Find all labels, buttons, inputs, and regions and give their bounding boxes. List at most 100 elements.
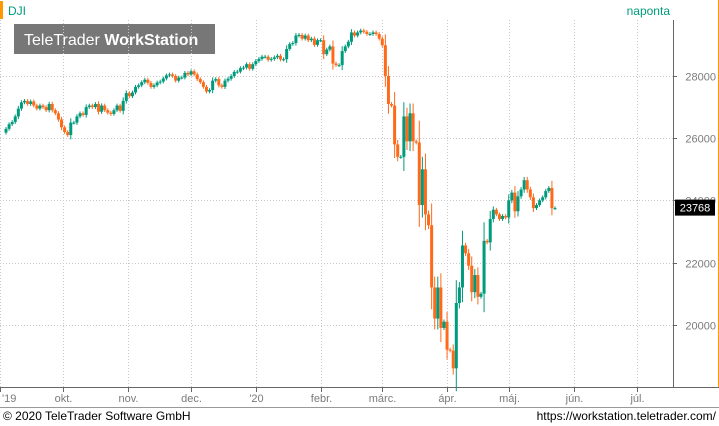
candle-body <box>177 77 181 81</box>
grid-lines <box>0 20 673 387</box>
candle-body <box>380 38 384 46</box>
candle-body <box>140 82 144 86</box>
candle-body <box>149 82 153 87</box>
candle-body <box>448 349 452 351</box>
candle-body <box>238 68 242 72</box>
candle-body <box>214 79 218 81</box>
candle-body <box>291 43 295 45</box>
candle-body <box>353 32 357 36</box>
candle-body <box>245 64 249 68</box>
candle-body <box>282 59 286 61</box>
symbol-accent-bar <box>0 1 3 19</box>
candle-body <box>414 141 418 143</box>
candle-body <box>365 31 369 34</box>
candle-body <box>553 208 557 210</box>
candle-body <box>405 116 409 142</box>
candle-body <box>161 78 165 82</box>
candle-body <box>263 56 267 58</box>
candle-body <box>390 103 394 106</box>
candle-body <box>69 122 73 136</box>
candle-body <box>183 72 187 78</box>
candle-body <box>531 197 535 209</box>
candle-body <box>343 46 347 52</box>
watermark-text-bold: WorkStation <box>104 32 198 49</box>
candle-body <box>23 100 27 103</box>
candle-body <box>19 102 23 109</box>
footer-url[interactable]: https://workstation.teletrader.com/ <box>537 409 717 423</box>
candle-body <box>121 100 125 111</box>
candle-body <box>340 51 344 66</box>
interval-label[interactable]: naponta <box>627 4 671 18</box>
candle-body <box>16 108 20 117</box>
candle-body <box>513 192 517 212</box>
candle-body <box>211 80 215 90</box>
candle-body <box>297 34 301 36</box>
candle-body <box>174 75 178 81</box>
candle-body <box>158 81 162 83</box>
candle-body <box>198 79 202 83</box>
candle-body <box>35 105 39 109</box>
candle-body <box>417 142 421 206</box>
candle-body <box>97 103 101 112</box>
candle-body <box>420 169 424 206</box>
x-tick-label: nov. <box>119 393 139 405</box>
candle-body <box>7 124 11 129</box>
candle-body <box>377 33 381 39</box>
candle-body <box>41 105 45 108</box>
candle-body <box>303 35 307 39</box>
candle-body <box>112 110 116 114</box>
candle-body <box>118 105 122 111</box>
candle-body <box>254 61 258 65</box>
candle-body <box>124 93 128 101</box>
candle-body <box>368 33 372 35</box>
candle-body <box>396 144 400 157</box>
candle-body <box>208 89 212 92</box>
candle-body <box>84 107 88 115</box>
candle-body <box>516 196 520 212</box>
candle-body <box>143 79 147 83</box>
candle-body <box>328 46 332 50</box>
candle-body <box>241 67 245 69</box>
candle-body <box>93 103 97 108</box>
candle-body <box>306 35 310 41</box>
x-tick-label: ápr. <box>438 393 456 405</box>
candle-body <box>491 209 495 220</box>
candle-body <box>402 116 406 157</box>
candle-body <box>232 71 236 76</box>
candle-body <box>115 105 119 111</box>
candle-body <box>4 128 8 133</box>
candle-body <box>337 65 341 67</box>
candle-body <box>155 82 159 86</box>
candle-body <box>66 131 70 136</box>
candle-body <box>100 105 104 112</box>
candle-body <box>442 321 446 328</box>
candle-body <box>488 219 492 243</box>
candle-body <box>60 119 64 128</box>
candle-body <box>44 107 48 111</box>
candle-body <box>519 189 523 197</box>
candle-body <box>137 85 141 87</box>
x-tick-label: febr. <box>311 393 332 405</box>
y-tick-label: 22000 <box>685 259 716 271</box>
candle-body <box>322 40 326 55</box>
candle-body <box>130 92 134 97</box>
candle-body <box>362 30 366 32</box>
candle-body <box>50 103 54 111</box>
candle-body <box>204 86 208 92</box>
candle-body <box>269 58 273 60</box>
candle-body <box>479 293 483 297</box>
candle-body <box>217 79 221 86</box>
candle-body <box>103 105 107 111</box>
candle-body <box>226 78 230 81</box>
candle-body <box>109 112 113 114</box>
candle-body <box>393 105 397 145</box>
candle-body <box>272 57 276 59</box>
candle-body <box>78 113 82 117</box>
x-tick-label: márc. <box>369 393 397 405</box>
x-tick-label: '19 <box>2 393 16 405</box>
candle-body <box>522 180 526 190</box>
candle-body <box>53 110 57 114</box>
candle-body <box>436 287 440 319</box>
